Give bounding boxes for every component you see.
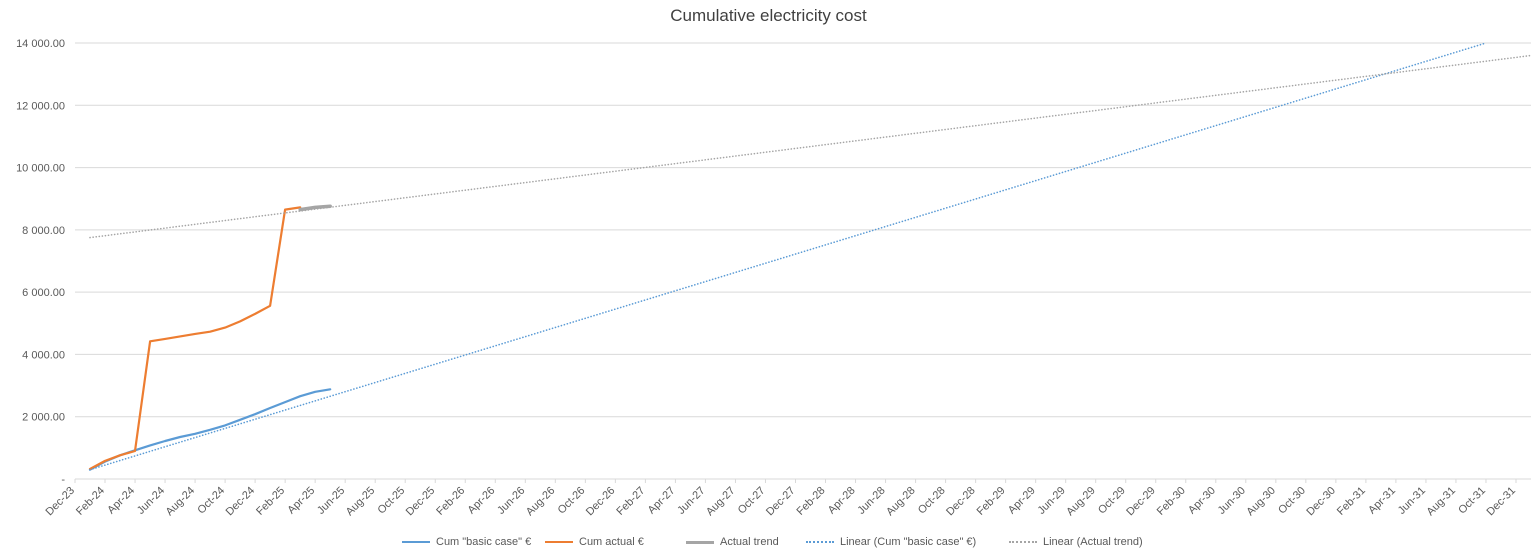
x-tick-label: Aug-31 <box>1424 485 1458 519</box>
legend-item: Linear (Actual trend) <box>1009 534 1143 550</box>
y-tick-label: 10 000.00 <box>16 163 65 175</box>
x-tick-label: Apr-31 <box>1366 485 1398 517</box>
x-tick-label: Jun-29 <box>1036 485 1068 517</box>
series-line-2 <box>298 204 332 212</box>
axes: - 2 000.00 4 000.00 6 000.00 8 000.00 10 000.… <box>16 38 1531 518</box>
x-tick-label: Oct-24 <box>195 485 227 517</box>
x-tick-label: Apr-25 <box>285 485 317 517</box>
legend-swatch <box>1009 541 1037 543</box>
legend-label: Cum actual € <box>579 536 644 548</box>
series-line-4 <box>89 54 1532 239</box>
x-tick-label: Apr-30 <box>1186 485 1218 517</box>
x-tick-label: Dec-26 <box>584 485 618 519</box>
x-tick-label: Oct-25 <box>376 485 408 517</box>
x-tick-label: Oct-26 <box>556 485 588 517</box>
legend-item: Cum actual € <box>545 534 644 550</box>
x-tick-label: Dec-24 <box>224 485 258 519</box>
x-tick-label: Oct-29 <box>1096 485 1128 517</box>
x-tick-label: Oct-31 <box>1456 485 1488 517</box>
series-line-3 <box>89 42 1487 471</box>
x-tick-label: Jun-27 <box>675 485 707 517</box>
x-tick-label: Dec-27 <box>764 485 798 519</box>
x-tick-label: Dec-30 <box>1304 485 1338 519</box>
legend-swatch <box>686 540 714 544</box>
series-line-0 <box>88 388 332 471</box>
legend: Cum "basic case" € Cum actual € Actual tre… <box>0 534 1537 550</box>
legend-swatch <box>806 541 834 543</box>
x-tick-label: Aug-25 <box>344 485 378 519</box>
x-tick-label: Apr-28 <box>826 485 858 517</box>
x-tick-label: Oct-30 <box>1276 485 1308 517</box>
legend-label: Linear (Cum "basic case" €) <box>840 536 977 548</box>
x-tick-label: Jun-31 <box>1396 485 1428 517</box>
legend-swatch <box>545 541 573 543</box>
x-tick-label: Aug-29 <box>1064 485 1098 519</box>
y-tick-label: - <box>61 474 65 486</box>
x-tick-label: Feb-29 <box>975 485 1008 518</box>
legend-label: Actual trend <box>720 536 779 548</box>
x-tick-label: Jun-25 <box>315 485 347 517</box>
x-tick-label: Feb-26 <box>434 485 467 518</box>
x-tick-label: Jun-28 <box>855 485 887 517</box>
x-tick-label: Feb-31 <box>1335 485 1368 518</box>
x-tick-label: Jun-30 <box>1216 485 1248 517</box>
x-tick-label: Aug-30 <box>1244 485 1278 519</box>
legend-label: Linear (Actual trend) <box>1043 536 1143 548</box>
x-tick-label: Jun-26 <box>495 485 527 517</box>
x-tick-label: Aug-27 <box>704 485 738 519</box>
x-tick-label: Dec-25 <box>404 485 438 519</box>
y-tick-label: 6 000.00 <box>22 287 65 299</box>
series <box>88 42 1532 471</box>
x-tick-label: Dec-29 <box>1124 485 1158 519</box>
x-tick-label: Jun-24 <box>135 485 167 517</box>
legend-swatch <box>402 541 430 543</box>
x-tick-label: Feb-27 <box>614 485 647 518</box>
legend-label: Cum "basic case" € <box>436 536 532 548</box>
x-tick-label: Feb-25 <box>254 485 287 518</box>
y-tick-label: 14 000.00 <box>16 38 65 50</box>
x-tick-label: Apr-26 <box>466 485 498 517</box>
x-tick-label: Aug-28 <box>884 485 918 519</box>
x-tick-label: Aug-26 <box>524 485 558 519</box>
x-tick-label: Dec-23 <box>44 485 78 519</box>
y-tick-label: 2 000.00 <box>22 412 65 424</box>
x-tick-label: Oct-27 <box>736 485 768 517</box>
gridlines <box>75 42 1531 480</box>
x-tick-label: Feb-24 <box>74 485 107 518</box>
x-tick-label: Apr-24 <box>105 485 137 517</box>
x-tick-label: Aug-24 <box>164 485 198 519</box>
legend-item: Linear (Cum "basic case" €) <box>806 534 976 550</box>
x-tick-label: Apr-29 <box>1006 485 1038 517</box>
series-line-1 <box>88 206 302 471</box>
legend-item: Cum "basic case" € <box>402 534 531 550</box>
chart-title: Cumulative electricity cost <box>670 6 867 25</box>
y-tick-label: 4 000.00 <box>22 349 65 361</box>
x-tick-label: Feb-28 <box>795 485 828 518</box>
x-tick-label: Dec-28 <box>944 485 978 519</box>
x-tick-label: Dec-31 <box>1485 485 1519 519</box>
x-tick-label: Apr-27 <box>646 485 678 517</box>
y-tick-label: 8 000.00 <box>22 225 65 237</box>
legend-item: Actual trend <box>686 534 779 550</box>
x-tick-label: Feb-30 <box>1155 485 1188 518</box>
x-tick-label: Oct-28 <box>916 485 948 517</box>
y-tick-label: 12 000.00 <box>16 100 65 112</box>
